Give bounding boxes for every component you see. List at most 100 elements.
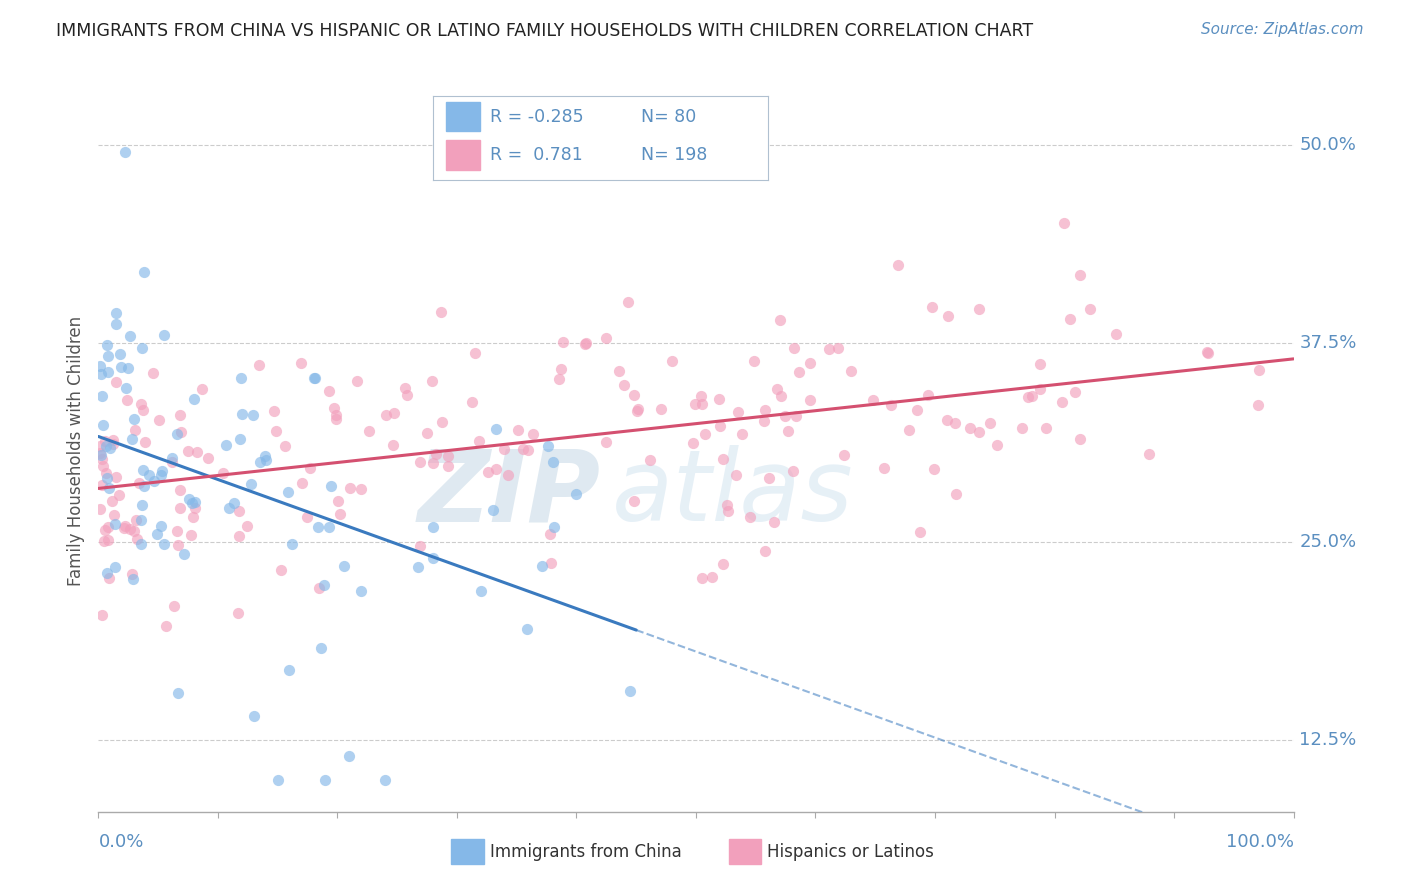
Point bbox=[382, 406, 405, 420]
Point bbox=[186, 445, 208, 459]
Point bbox=[97, 519, 120, 533]
Point bbox=[307, 520, 329, 534]
Point bbox=[1069, 432, 1091, 446]
Point bbox=[709, 418, 731, 433]
Point bbox=[224, 495, 246, 509]
Point bbox=[110, 347, 132, 361]
Point bbox=[183, 392, 205, 406]
Point bbox=[149, 519, 172, 533]
Point bbox=[1069, 268, 1091, 282]
Point bbox=[281, 537, 304, 551]
Point bbox=[131, 499, 153, 513]
Point bbox=[727, 405, 749, 419]
Point bbox=[880, 399, 903, 413]
Point bbox=[690, 397, 713, 411]
Point bbox=[1035, 420, 1057, 434]
Point bbox=[485, 461, 508, 475]
Point bbox=[132, 265, 155, 279]
Point bbox=[150, 464, 173, 478]
FancyBboxPatch shape bbox=[728, 839, 762, 864]
Point bbox=[96, 338, 118, 352]
Point bbox=[97, 349, 120, 363]
Point bbox=[339, 481, 361, 495]
Point bbox=[464, 346, 486, 360]
Point bbox=[437, 458, 460, 473]
Point bbox=[93, 523, 115, 537]
Point bbox=[782, 465, 804, 479]
Point bbox=[359, 424, 381, 438]
Point bbox=[1011, 421, 1033, 435]
Text: 25.0%: 25.0% bbox=[1299, 533, 1357, 550]
Point bbox=[132, 402, 155, 417]
Point bbox=[468, 434, 491, 448]
Point bbox=[461, 394, 484, 409]
Point bbox=[183, 495, 205, 509]
Point bbox=[169, 408, 191, 422]
Point bbox=[1064, 384, 1087, 399]
Point bbox=[228, 529, 250, 543]
Point bbox=[173, 547, 195, 561]
Point bbox=[309, 641, 332, 656]
Point bbox=[553, 335, 575, 350]
Point bbox=[89, 359, 111, 373]
Point bbox=[607, 363, 630, 377]
Point bbox=[1029, 382, 1052, 396]
Point bbox=[96, 566, 118, 580]
Point bbox=[617, 294, 640, 309]
Point bbox=[153, 328, 176, 343]
Point bbox=[214, 438, 236, 452]
Point bbox=[783, 341, 806, 355]
Point bbox=[90, 608, 112, 623]
Text: Hispanics or Latinos: Hispanics or Latinos bbox=[768, 843, 934, 861]
Point bbox=[254, 453, 277, 467]
Point bbox=[1029, 357, 1052, 371]
Point bbox=[485, 422, 508, 436]
Point bbox=[350, 583, 373, 598]
Point bbox=[709, 392, 731, 406]
Point bbox=[638, 452, 661, 467]
Point bbox=[121, 432, 143, 446]
Point bbox=[167, 686, 190, 700]
Point bbox=[299, 461, 322, 475]
Point bbox=[155, 619, 177, 633]
Point bbox=[827, 341, 849, 355]
Point bbox=[922, 462, 945, 476]
Point bbox=[132, 463, 155, 477]
Point bbox=[758, 471, 780, 485]
Point bbox=[470, 583, 492, 598]
Point bbox=[124, 524, 146, 538]
Point bbox=[169, 501, 191, 516]
Point bbox=[799, 393, 821, 408]
Point bbox=[744, 354, 766, 368]
Point bbox=[325, 412, 347, 426]
Point bbox=[229, 371, 252, 385]
Point bbox=[818, 342, 841, 356]
Point bbox=[104, 317, 127, 331]
Point bbox=[406, 559, 429, 574]
Text: 100.0%: 100.0% bbox=[1226, 833, 1294, 851]
Point bbox=[436, 449, 458, 463]
Point bbox=[785, 409, 807, 424]
Point bbox=[117, 392, 139, 407]
Point bbox=[432, 415, 454, 429]
Point bbox=[661, 353, 683, 368]
Point bbox=[766, 382, 789, 396]
Point bbox=[682, 436, 704, 450]
Point bbox=[537, 439, 560, 453]
Point bbox=[986, 438, 1008, 452]
Point bbox=[169, 483, 191, 498]
Point bbox=[492, 442, 515, 457]
Point bbox=[374, 408, 396, 422]
Point bbox=[302, 371, 325, 385]
Point bbox=[297, 509, 319, 524]
Point bbox=[98, 571, 121, 585]
Point bbox=[917, 388, 939, 402]
Point bbox=[91, 459, 114, 474]
Point bbox=[231, 407, 253, 421]
Point bbox=[754, 544, 776, 558]
Point bbox=[799, 356, 821, 370]
Point bbox=[153, 537, 176, 551]
Point bbox=[104, 469, 127, 483]
Point bbox=[98, 481, 121, 495]
Point bbox=[1197, 346, 1219, 360]
